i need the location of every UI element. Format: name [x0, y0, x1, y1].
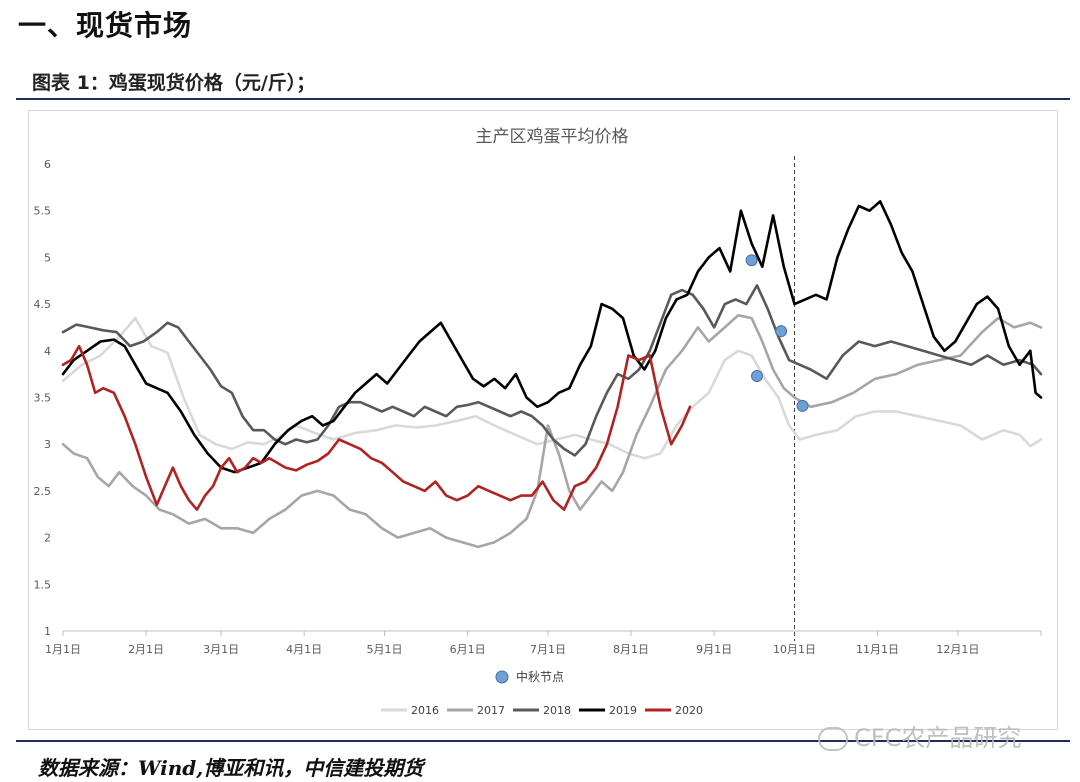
chart-frame: 主产区鸡蛋平均价格 1 1.5 2 2.5 3 3.5 4 4.5 5 5.5 6 1月1日 2月1日 3月…: [28, 110, 1058, 730]
legend-marker-label: 中秋节点: [516, 669, 564, 684]
legend-label-2020: 2020: [675, 704, 703, 717]
bottom-divider: [16, 740, 1070, 742]
mid-autumn-marker: [775, 325, 788, 338]
x-tick-label: 7月1日: [530, 643, 566, 656]
legend-label-2018: 2018: [543, 704, 571, 717]
y-tick-label: 1: [44, 625, 51, 638]
x-tick-label: 1月1日: [45, 643, 81, 656]
mid-autumn-marker: [745, 254, 758, 267]
series-line-2018: [61, 284, 1043, 457]
y-tick-label: 6: [44, 158, 51, 171]
mid-autumn-marker: [750, 370, 763, 383]
x-tick-label: 4月1日: [286, 643, 322, 656]
y-tick-label: 3.5: [34, 392, 52, 405]
y-tick-label: 4: [44, 345, 51, 358]
y-tick-label: 2: [44, 532, 51, 545]
egg-price-chart: 主产区鸡蛋平均价格 1 1.5 2 2.5 3 3.5 4 4.5 5 5.5 6 1月1日 2月1日 3月…: [34, 127, 1043, 717]
y-tick-label: 5.5: [34, 205, 52, 218]
y-tick-label: 4.5: [34, 298, 52, 311]
legend-label-2016: 2016: [411, 704, 439, 717]
series-line-2019: [61, 200, 1043, 474]
x-tick-label: 10月1日: [773, 643, 816, 656]
top-divider: [16, 98, 1070, 100]
section-heading: 一、现货市场: [18, 9, 193, 42]
x-tick-label: 9月1日: [696, 643, 732, 656]
y-tick-label: 3: [44, 438, 51, 451]
data-source: 数据来源：Wind,博亚和讯，中信建投期货: [38, 756, 424, 780]
series-line-2016: [61, 316, 1043, 460]
x-tick-label: 8月1日: [613, 643, 649, 656]
figure-caption: 图表 1：鸡蛋现货价格（元/斤）；: [32, 72, 316, 94]
wechat-icon: [818, 727, 848, 751]
x-tick-label: 11月1日: [856, 643, 899, 656]
mid-autumn-marker: [796, 399, 809, 412]
series-line-2017: [61, 314, 1043, 549]
chart-title: 主产区鸡蛋平均价格: [476, 127, 629, 147]
series-line-2020: [61, 344, 692, 511]
x-tick-label: 12月1日: [936, 643, 979, 656]
y-tick-label: 5: [44, 251, 51, 264]
watermark: CFC农产品研究: [818, 718, 1021, 753]
x-tick-label: 5月1日: [367, 643, 403, 656]
x-tick-label: 3月1日: [203, 643, 239, 656]
y-tick-label: 2.5: [34, 485, 52, 498]
legend-label-2017: 2017: [477, 704, 505, 717]
watermark-text: CFC农产品研究: [854, 724, 1022, 752]
legend-label-2019: 2019: [609, 704, 637, 717]
x-tick-label: 6月1日: [450, 643, 486, 656]
x-tick-label: 2月1日: [128, 643, 164, 656]
y-tick-label: 1.5: [34, 578, 52, 591]
legend-marker-swatch: [495, 670, 509, 684]
